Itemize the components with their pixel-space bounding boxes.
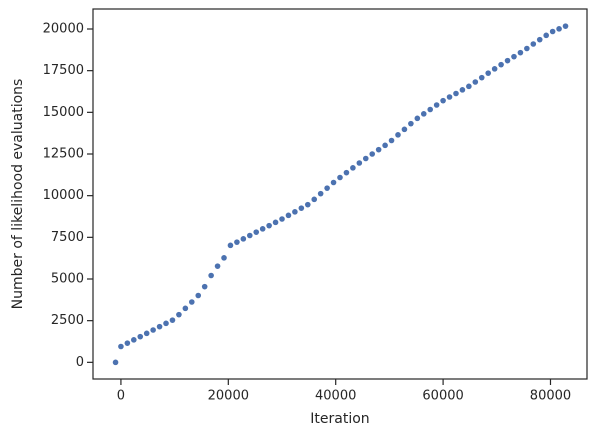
point xyxy=(298,205,305,211)
point xyxy=(433,102,440,108)
point xyxy=(356,160,363,166)
point xyxy=(169,317,176,323)
point xyxy=(182,305,189,312)
point xyxy=(440,97,446,104)
point xyxy=(420,111,427,117)
point xyxy=(453,90,459,97)
y-tick-label: 7500 xyxy=(51,230,84,245)
point xyxy=(259,226,266,232)
point xyxy=(388,137,395,144)
point xyxy=(143,330,150,337)
y-tick-label: 15000 xyxy=(43,105,84,120)
x-tick-label: 0 xyxy=(117,389,125,404)
point xyxy=(459,87,466,93)
point xyxy=(150,327,156,333)
point xyxy=(343,169,350,176)
point xyxy=(504,57,511,64)
point xyxy=(272,219,279,226)
point xyxy=(131,337,137,343)
point xyxy=(395,132,401,138)
y-tick-label: 17500 xyxy=(43,63,84,78)
point xyxy=(253,229,260,235)
point xyxy=(511,53,517,60)
point xyxy=(446,94,453,100)
point xyxy=(536,36,543,43)
y-tick-label: 20000 xyxy=(43,22,84,37)
point xyxy=(137,333,144,340)
point xyxy=(163,320,169,327)
point xyxy=(491,66,498,72)
point xyxy=(382,142,388,149)
point xyxy=(266,222,272,229)
point xyxy=(246,232,253,239)
point xyxy=(414,115,421,122)
x-tick-label: 80000 xyxy=(530,389,571,404)
point xyxy=(401,126,408,133)
point xyxy=(485,70,492,76)
point xyxy=(317,190,324,197)
point xyxy=(524,45,530,52)
point xyxy=(478,74,485,81)
point xyxy=(362,155,369,162)
point xyxy=(330,179,337,186)
point xyxy=(201,283,208,290)
point xyxy=(118,343,124,350)
y-tick-label: 5000 xyxy=(51,272,84,287)
point xyxy=(369,151,376,157)
point xyxy=(337,174,343,181)
x-tick-label: 20000 xyxy=(208,389,249,404)
point xyxy=(214,263,221,269)
point xyxy=(350,165,356,171)
point xyxy=(227,242,234,249)
x-tick-label: 60000 xyxy=(422,389,463,404)
point xyxy=(311,196,318,203)
x-axis-label: Iteration xyxy=(310,411,369,427)
point xyxy=(304,201,311,208)
point xyxy=(124,340,131,346)
plot-frame xyxy=(92,8,588,380)
point xyxy=(498,61,504,68)
y-tick-label: 2500 xyxy=(51,313,84,328)
point xyxy=(189,299,195,305)
point xyxy=(176,311,182,318)
y-tick-label: 10000 xyxy=(43,188,84,203)
point xyxy=(562,23,569,29)
point xyxy=(375,146,382,153)
y-tick-label: 12500 xyxy=(43,147,84,162)
point xyxy=(221,255,227,261)
point xyxy=(234,239,240,245)
point xyxy=(517,49,524,56)
point xyxy=(466,83,472,90)
point xyxy=(556,26,562,32)
point xyxy=(285,212,292,219)
point xyxy=(208,272,214,279)
point xyxy=(530,41,537,47)
point xyxy=(408,120,414,127)
y-tick-label: 0 xyxy=(76,355,84,370)
point xyxy=(292,209,298,215)
x-tick-label: 40000 xyxy=(315,389,356,404)
point xyxy=(240,236,247,242)
point xyxy=(324,185,330,191)
point xyxy=(279,216,285,222)
y-axis-label: Number of likelihood evaluations xyxy=(10,79,26,310)
point xyxy=(112,359,119,366)
point xyxy=(549,28,556,35)
point xyxy=(427,106,434,113)
point xyxy=(472,79,479,85)
point xyxy=(543,32,549,39)
point xyxy=(156,323,163,330)
point xyxy=(195,292,202,299)
